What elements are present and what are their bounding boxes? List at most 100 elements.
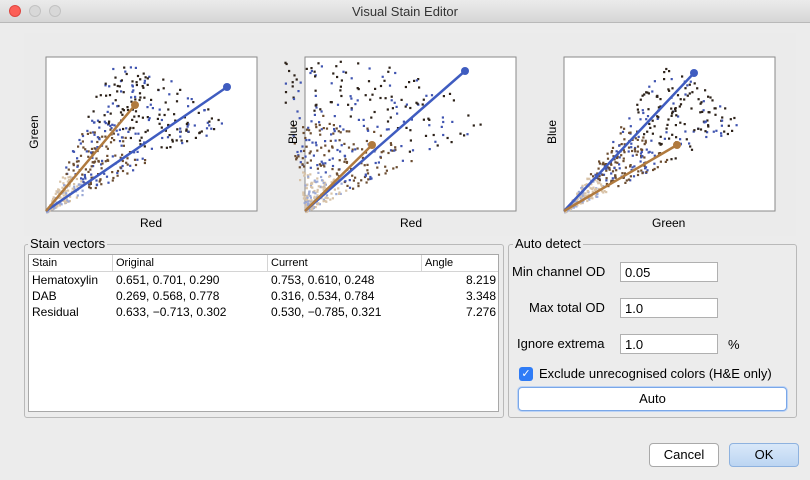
- exclude-unrecognised-checkbox[interactable]: ✓: [519, 367, 533, 381]
- scatter-point: [313, 180, 316, 183]
- column-header-stain[interactable]: Stain: [32, 257, 58, 269]
- column-header-original[interactable]: Original: [116, 257, 154, 269]
- scatter-point: [210, 117, 213, 120]
- dab-vector-handle[interactable]: [368, 141, 376, 149]
- scatter-point: [108, 85, 111, 88]
- scatter-point: [620, 154, 623, 157]
- scatter-point: [116, 90, 119, 93]
- scatter-point: [335, 172, 338, 175]
- column-header-current[interactable]: Current: [271, 257, 308, 269]
- scatter-point: [314, 104, 317, 107]
- scatter-point: [328, 175, 331, 178]
- dab-vector-line[interactable]: [45, 104, 136, 212]
- minimize-window-button[interactable]: [29, 5, 41, 17]
- scatter-point: [618, 156, 621, 159]
- scatter-point: [67, 179, 71, 182]
- scatter-point: [627, 150, 630, 153]
- scatter-point: [451, 120, 454, 123]
- cancel-button[interactable]: Cancel: [649, 443, 719, 467]
- column-divider[interactable]: [267, 255, 268, 271]
- max-total-od-input[interactable]: [620, 298, 718, 318]
- scatter-point: [303, 196, 306, 199]
- scatter-point: [350, 108, 353, 111]
- scatter-point: [192, 101, 195, 104]
- zoom-window-button[interactable]: [49, 5, 61, 17]
- scatter-plot-green-blue[interactable]: Green Blue: [542, 33, 792, 236]
- hematoxylin-vector-line[interactable]: [304, 70, 466, 212]
- table-row[interactable]: Hematoxylin 0.651, 0.701, 0.290 0.753, 0…: [29, 272, 498, 288]
- scatter-point: [118, 128, 121, 131]
- close-window-button[interactable]: [9, 5, 21, 17]
- scatter-point: [586, 199, 589, 203]
- scatter-point: [417, 78, 420, 81]
- column-divider[interactable]: [112, 255, 113, 271]
- scatter-point: [100, 167, 103, 170]
- ok-button[interactable]: OK: [729, 443, 799, 467]
- scatter-point: [385, 169, 388, 172]
- scatter-point: [148, 117, 151, 120]
- scatter-point: [624, 166, 627, 169]
- cell-current: 0.316, 0.534, 0.784: [271, 289, 375, 303]
- scatter-point: [688, 92, 691, 95]
- scatter-point: [105, 175, 109, 178]
- scatter-point: [637, 111, 640, 114]
- scatter-point: [608, 168, 611, 171]
- hematoxylin-vector-handle[interactable]: [461, 67, 469, 75]
- table-row[interactable]: DAB 0.269, 0.568, 0.778 0.316, 0.534, 0.…: [29, 288, 498, 304]
- ignore-extrema-input[interactable]: [620, 334, 718, 354]
- scatter-point: [66, 199, 69, 202]
- scatter-point: [608, 166, 611, 169]
- exclude-unrecognised-label[interactable]: Exclude unrecognised colors (H&E only): [539, 366, 772, 381]
- scatter-point: [672, 102, 675, 105]
- scatter-point: [292, 124, 295, 127]
- scatter-plot-canvas[interactable]: [24, 33, 274, 236]
- scatter-point: [405, 126, 408, 129]
- scatter-point: [377, 161, 380, 164]
- table-row[interactable]: Residual 0.633, −0.713, 0.302 0.530, −0.…: [29, 304, 498, 320]
- scatter-plot-canvas[interactable]: [283, 33, 533, 236]
- scatter-point: [309, 201, 312, 205]
- scatter-point: [418, 86, 421, 89]
- scatter-point: [596, 172, 599, 175]
- hematoxylin-vector-handle[interactable]: [690, 69, 698, 77]
- dab-vector-handle[interactable]: [673, 141, 681, 149]
- scatter-plot-red-green[interactable]: Red Green: [24, 33, 274, 236]
- scatter-point: [625, 179, 628, 182]
- column-header-angle[interactable]: Angle: [425, 257, 454, 269]
- dab-vector-handle[interactable]: [131, 101, 139, 109]
- min-channel-od-input[interactable]: [620, 262, 718, 282]
- scatter-point: [574, 205, 577, 208]
- scatter-plot-red-blue[interactable]: Red Blue: [283, 33, 533, 236]
- stain-vectors-table[interactable]: Stain Original Current Angle Hematoxylin…: [28, 254, 499, 412]
- scatter-point: [632, 175, 636, 178]
- scatter-point: [119, 166, 122, 169]
- scatter-plot-canvas[interactable]: [542, 33, 792, 236]
- scatter-point: [679, 98, 682, 101]
- scatter-point: [292, 96, 295, 99]
- scatter-point: [663, 137, 666, 140]
- scatter-point: [720, 132, 723, 135]
- scatter-point: [179, 135, 182, 138]
- scatter-point: [107, 181, 110, 184]
- scatter-point: [324, 144, 327, 147]
- hematoxylin-vector-handle[interactable]: [223, 83, 231, 91]
- scatter-point: [318, 123, 321, 127]
- dab-vector-line[interactable]: [304, 144, 373, 212]
- scatter-point: [339, 85, 342, 88]
- hematoxylin-vector-line[interactable]: [45, 85, 228, 213]
- hematoxylin-vector-line[interactable]: [563, 72, 695, 212]
- scatter-point: [689, 80, 692, 83]
- scatter-point: [581, 185, 584, 189]
- dab-vector-line[interactable]: [563, 143, 678, 213]
- column-divider[interactable]: [421, 255, 422, 271]
- scatter-point: [78, 138, 81, 142]
- auto-button[interactable]: Auto: [518, 387, 787, 411]
- scatter-point: [52, 196, 55, 199]
- scatter-point: [592, 186, 595, 189]
- scatter-point: [297, 155, 300, 158]
- scatter-point: [459, 132, 462, 135]
- scatter-point: [600, 185, 603, 188]
- scatter-point: [125, 72, 128, 76]
- scatter-point: [119, 156, 122, 159]
- scatter-point: [313, 189, 316, 193]
